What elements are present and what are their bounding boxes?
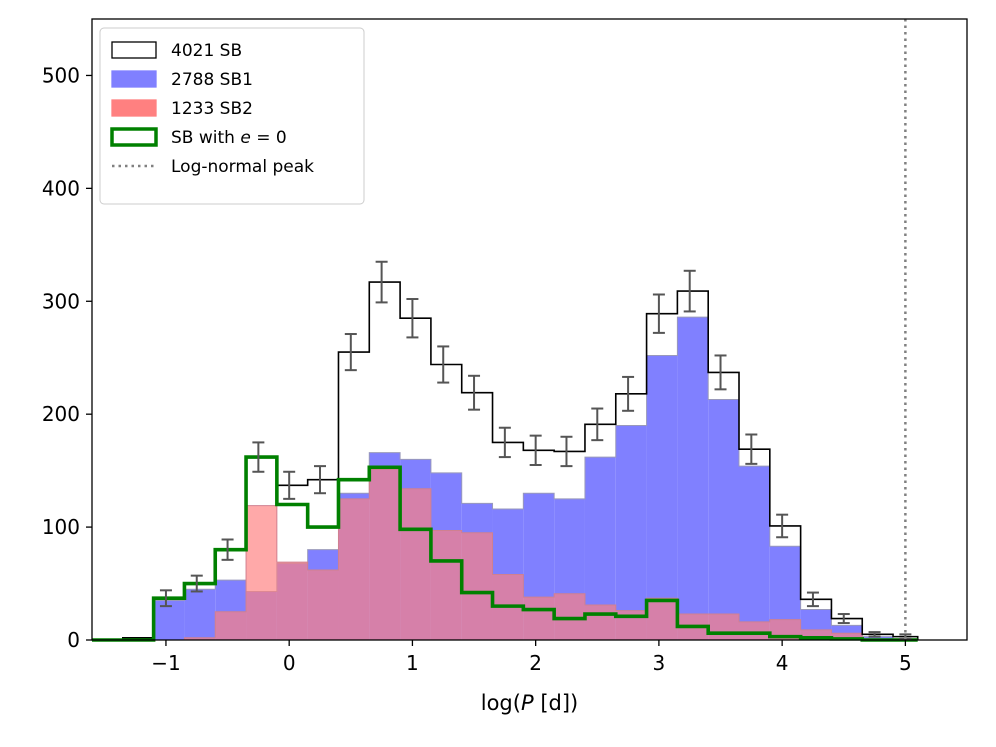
legend-swatch bbox=[111, 41, 157, 59]
bar-2788-sb1-18 bbox=[646, 355, 678, 640]
x-tick-label-0: −1 bbox=[151, 651, 180, 675]
bar-1233-sb2-3 bbox=[184, 637, 216, 640]
legend-label: 2788 SB1 bbox=[171, 70, 253, 90]
y-tick-label-2: 200 bbox=[42, 402, 80, 426]
y-tick-label-5: 500 bbox=[42, 63, 80, 87]
bar-1233-sb2-7 bbox=[307, 569, 339, 640]
legend-entry-2: 1233 SB2 bbox=[111, 99, 253, 119]
bar-1233-sb2-12 bbox=[461, 532, 493, 640]
x-tick-label-1: 0 bbox=[283, 651, 296, 675]
x-tick-label-5: 4 bbox=[776, 651, 789, 675]
error-bar-17 bbox=[683, 269, 696, 313]
step-line-sb-e0 bbox=[92, 455, 918, 642]
bar-2788-sb1-21 bbox=[739, 466, 770, 640]
legend: 4021 SB 2788 SB1 1233 SB2 SB with e = 0 Log-… bbox=[99, 27, 365, 205]
bar-1233-sb2-5 bbox=[246, 505, 277, 640]
x-tick-label-4: 3 bbox=[653, 651, 666, 675]
legend-label: SB with e = 0 bbox=[171, 128, 287, 148]
legend-entry-3: SB with e = 0 bbox=[110, 127, 287, 148]
legend-label-part: e bbox=[240, 128, 250, 148]
error-bar-12 bbox=[529, 434, 542, 466]
bar-1233-sb2-14 bbox=[523, 597, 555, 640]
error-bar-21 bbox=[806, 591, 819, 608]
bar-1233-sb2-20 bbox=[708, 614, 740, 640]
axes-frame bbox=[91, 18, 968, 641]
bar-1233-sb2-10 bbox=[400, 488, 431, 640]
bar-1233-sb2-16 bbox=[584, 604, 616, 640]
legend-swatch bbox=[111, 99, 157, 117]
bar-1233-sb2-8 bbox=[338, 498, 370, 640]
legend-entry-1: 2788 SB1 bbox=[111, 70, 253, 90]
y-tick-label-3: 300 bbox=[42, 289, 80, 313]
error-bar-20 bbox=[776, 513, 789, 539]
y-tick-label-1: 100 bbox=[42, 515, 80, 539]
error-bar-10 bbox=[468, 374, 481, 411]
plot-frame bbox=[91, 18, 968, 641]
bar-1233-sb2-23 bbox=[800, 629, 832, 640]
bar-1233-sb2-18 bbox=[646, 598, 678, 640]
error-bar-14 bbox=[591, 407, 604, 442]
bar-1233-sb2-11 bbox=[430, 530, 462, 640]
x-tick-label-2: 1 bbox=[406, 651, 419, 675]
x-axis-label-part: [d]) bbox=[534, 691, 579, 715]
bar-2788-sb1-3 bbox=[184, 589, 216, 640]
x-tick-label-3: 2 bbox=[529, 651, 542, 675]
bar-1233-sb2-9 bbox=[369, 469, 401, 640]
legend-box bbox=[99, 27, 365, 205]
error-bar-0 bbox=[159, 589, 172, 608]
bar-1233-sb2-4 bbox=[215, 611, 247, 640]
bar-1233-sb2-6 bbox=[276, 562, 308, 640]
legend-swatch bbox=[111, 70, 157, 88]
error-bar-9 bbox=[437, 345, 450, 384]
error-bar-18 bbox=[714, 354, 727, 391]
legend-entry-0: 4021 SB bbox=[111, 41, 242, 61]
y-tick-label-4: 400 bbox=[42, 176, 80, 200]
bar-2788-sb1-17 bbox=[615, 425, 647, 640]
error-bar-19 bbox=[745, 433, 758, 465]
outline-1233-sb2 bbox=[92, 469, 919, 641]
legend-label: 4021 SB bbox=[171, 41, 242, 61]
error-bar-8 bbox=[406, 298, 419, 339]
legend-label: Log-normal peak bbox=[171, 157, 314, 177]
legend-label: 1233 SB2 bbox=[171, 99, 253, 119]
x-axis-label-part: log( bbox=[481, 691, 521, 715]
x-axis-label: log(P [d]) bbox=[481, 691, 578, 715]
error-bar-1 bbox=[190, 574, 203, 593]
x-axis-label-part: P bbox=[521, 691, 534, 715]
legend-swatch bbox=[110, 127, 158, 147]
legend-entry-4: Log-normal peak bbox=[112, 157, 314, 177]
error-bar-13 bbox=[560, 435, 573, 468]
error-bar-7 bbox=[375, 260, 388, 304]
legend-label-part: = 0 bbox=[251, 128, 287, 148]
error-bar-5 bbox=[313, 465, 326, 495]
error-bar-23 bbox=[868, 631, 881, 638]
error-bar-2 bbox=[221, 538, 234, 561]
error-bar-22 bbox=[837, 613, 850, 625]
error-bar-6 bbox=[344, 333, 357, 372]
plot-area bbox=[92, 19, 919, 642]
bar-1233-sb2-24 bbox=[831, 633, 863, 640]
legend-label-part: SB with bbox=[171, 128, 240, 148]
bar-2788-sb1-19 bbox=[677, 317, 709, 640]
error-bar-11 bbox=[498, 426, 511, 459]
error-bar-16 bbox=[652, 293, 665, 334]
error-bar-3 bbox=[252, 441, 265, 473]
bar-2788-sb1-20 bbox=[708, 399, 740, 640]
error-bar-15 bbox=[622, 375, 635, 412]
bar-1233-sb2-21 bbox=[739, 621, 770, 640]
y-tick-label-0: 0 bbox=[67, 628, 80, 652]
error-bar-4 bbox=[283, 470, 296, 500]
x-tick-label-6: 5 bbox=[899, 651, 912, 675]
axis-ticks: −1 0 1 2 3 4 5 0 100 200 300 400 500 bbox=[42, 63, 912, 675]
